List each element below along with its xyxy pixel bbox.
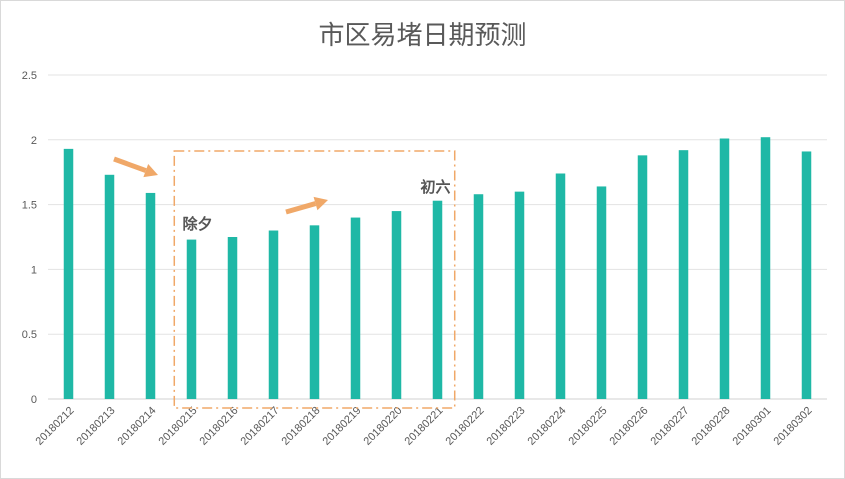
x-tick-label: 20180228 (690, 405, 733, 448)
chart-title: 市区易堵日期预测 (318, 21, 527, 51)
highlight-box (173, 150, 456, 409)
y-tick-label: 0.5 (22, 329, 37, 341)
bar (145, 192, 156, 399)
x-tick-label: 20180301 (731, 405, 774, 448)
arrow-head (313, 196, 328, 211)
y-tick-label: 1 (31, 264, 37, 276)
x-tick-label: 20180224 (526, 405, 569, 448)
bar (432, 200, 443, 399)
bar (391, 211, 402, 399)
y-axis-ticks: 0 0.5 1 1.5 2 2.5 (22, 70, 37, 406)
arrow-shaft (113, 156, 147, 173)
bar (555, 173, 566, 399)
bar (268, 230, 279, 399)
bar (104, 174, 115, 399)
x-tick-label: 20180222 (444, 405, 487, 448)
bar (186, 239, 197, 399)
bar (801, 151, 812, 399)
x-tick-label: 20180218 (280, 405, 323, 448)
x-tick-label: 20180214 (116, 405, 159, 448)
bar (637, 155, 648, 399)
bars (63, 137, 812, 399)
arrow-head (143, 163, 158, 178)
annotation-overlay: 除夕 初六 (113, 150, 456, 409)
bar (678, 150, 689, 399)
x-tick-label: 20180215 (157, 405, 200, 448)
x-tick-label: 20180213 (75, 405, 118, 448)
bar (596, 186, 607, 399)
x-tick-label: 20180302 (772, 405, 815, 448)
y-tick-label: 2 (31, 135, 37, 147)
bar (760, 137, 771, 399)
bar (719, 138, 730, 399)
bar (350, 217, 361, 399)
bar (514, 191, 525, 399)
bar (63, 148, 74, 399)
arrow-down-icon (113, 156, 158, 178)
arrow-up-icon (285, 196, 328, 215)
x-tick-label: 20180227 (649, 405, 692, 448)
annotation-label: 除夕 (182, 215, 212, 233)
x-tick-label: 20180212 (34, 405, 77, 448)
bar (227, 237, 238, 399)
x-tick-label: 20180226 (608, 405, 651, 448)
x-tick-label: 20180219 (321, 405, 364, 448)
y-tick-label: 0 (31, 394, 37, 406)
y-tick-label: 1.5 (22, 200, 37, 212)
x-tick-label: 20180223 (485, 405, 528, 448)
bar (309, 225, 320, 399)
x-tick-label: 20180221 (403, 405, 446, 448)
x-tick-label: 20180225 (567, 405, 610, 448)
x-tick-label: 20180216 (198, 405, 241, 448)
bar (473, 194, 484, 399)
y-tick-label: 2.5 (22, 70, 37, 82)
x-tick-label: 20180217 (239, 405, 282, 448)
x-tick-label: 20180220 (362, 405, 405, 448)
x-axis-labels: 2018021220180213201802142018021520180216… (34, 405, 815, 448)
annotation-label: 初六 (420, 178, 450, 196)
arrow-shaft (285, 201, 317, 215)
